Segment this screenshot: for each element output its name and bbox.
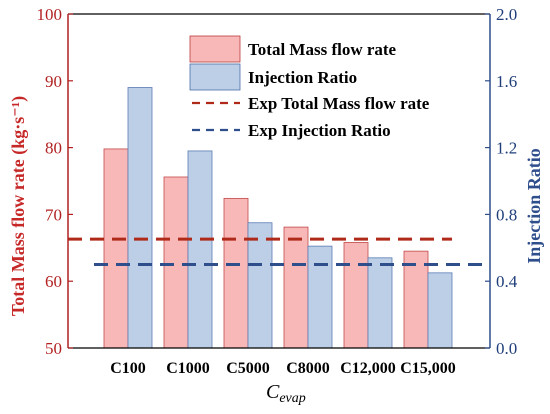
y-right-tick-label: 1.6 — [496, 72, 517, 91]
x-axis-label-sub: evap — [279, 391, 305, 406]
bar-total-mass-c8000 — [283, 226, 309, 349]
x-tick-label: C12,000 — [340, 360, 396, 377]
y-left-tick-label: 80 — [45, 139, 62, 158]
bar-injection-ratio-c100 — [127, 87, 153, 349]
legend-label-injection: Injection Ratio — [248, 68, 357, 87]
y-axis-left-label: Total Mass flow rate (kg·s⁻¹) — [8, 96, 29, 316]
legend-label-exp-total: Exp Total Mass flow rate — [248, 94, 430, 113]
y-right-tick-label: 0.8 — [496, 205, 517, 224]
ticks-layer: C100 C1000 C5000 C8000 C12,000 C15,000 50 60 70 8… — [37, 5, 518, 377]
legend: Total Mass flow rate Injection Ratio Exp… — [189, 35, 430, 140]
bar-total-mass-c12000 — [343, 242, 369, 349]
y-right-tick-label: 1.2 — [496, 139, 517, 158]
y-right-tick-label: 2.0 — [496, 5, 517, 24]
y-left-tick-label: 90 — [45, 72, 62, 91]
bar-injection-ratio-c8000 — [307, 245, 333, 349]
x-axis-label: Cevap — [266, 381, 306, 406]
bar-total-mass-c100 — [103, 148, 129, 349]
y-right-tick-label: 0.0 — [496, 339, 517, 358]
bar-injection-ratio-c15000 — [427, 272, 453, 349]
bar-injection-ratio-c5000 — [247, 222, 273, 349]
axes-layer — [67, 13, 491, 349]
x-tick-label: C100 — [110, 360, 146, 377]
bar-total-mass-c1000 — [163, 176, 189, 349]
x-tick-label: C5000 — [226, 360, 270, 377]
x-tick-label: C15,000 — [400, 360, 456, 377]
y-axis-right-label: Injection Ratio — [524, 148, 544, 264]
bars-layer — [103, 87, 453, 349]
y-left-tick-label: 60 — [45, 272, 62, 291]
x-tick-label: C1000 — [166, 360, 210, 377]
bar-injection-ratio-c12000 — [367, 257, 393, 349]
legend-label-total-mass: Total Mass flow rate — [248, 40, 397, 59]
bar-injection-ratio-c1000 — [187, 150, 213, 349]
y-left-tick-label: 70 — [45, 205, 62, 224]
y-right-tick-label: 0.4 — [496, 272, 518, 291]
y-left-tick-label: 50 — [45, 339, 62, 358]
x-tick-label: C8000 — [286, 360, 330, 377]
legend-label-exp-injection: Exp Injection Ratio — [248, 121, 391, 140]
reference-lines-layer — [68, 237, 490, 266]
legend-swatch-total-mass — [189, 35, 241, 63]
x-axis-label-main: C — [266, 381, 280, 403]
bar-total-mass-c5000 — [223, 197, 249, 349]
y-left-tick-label: 100 — [37, 5, 63, 24]
legend-swatch-injection — [189, 63, 241, 91]
